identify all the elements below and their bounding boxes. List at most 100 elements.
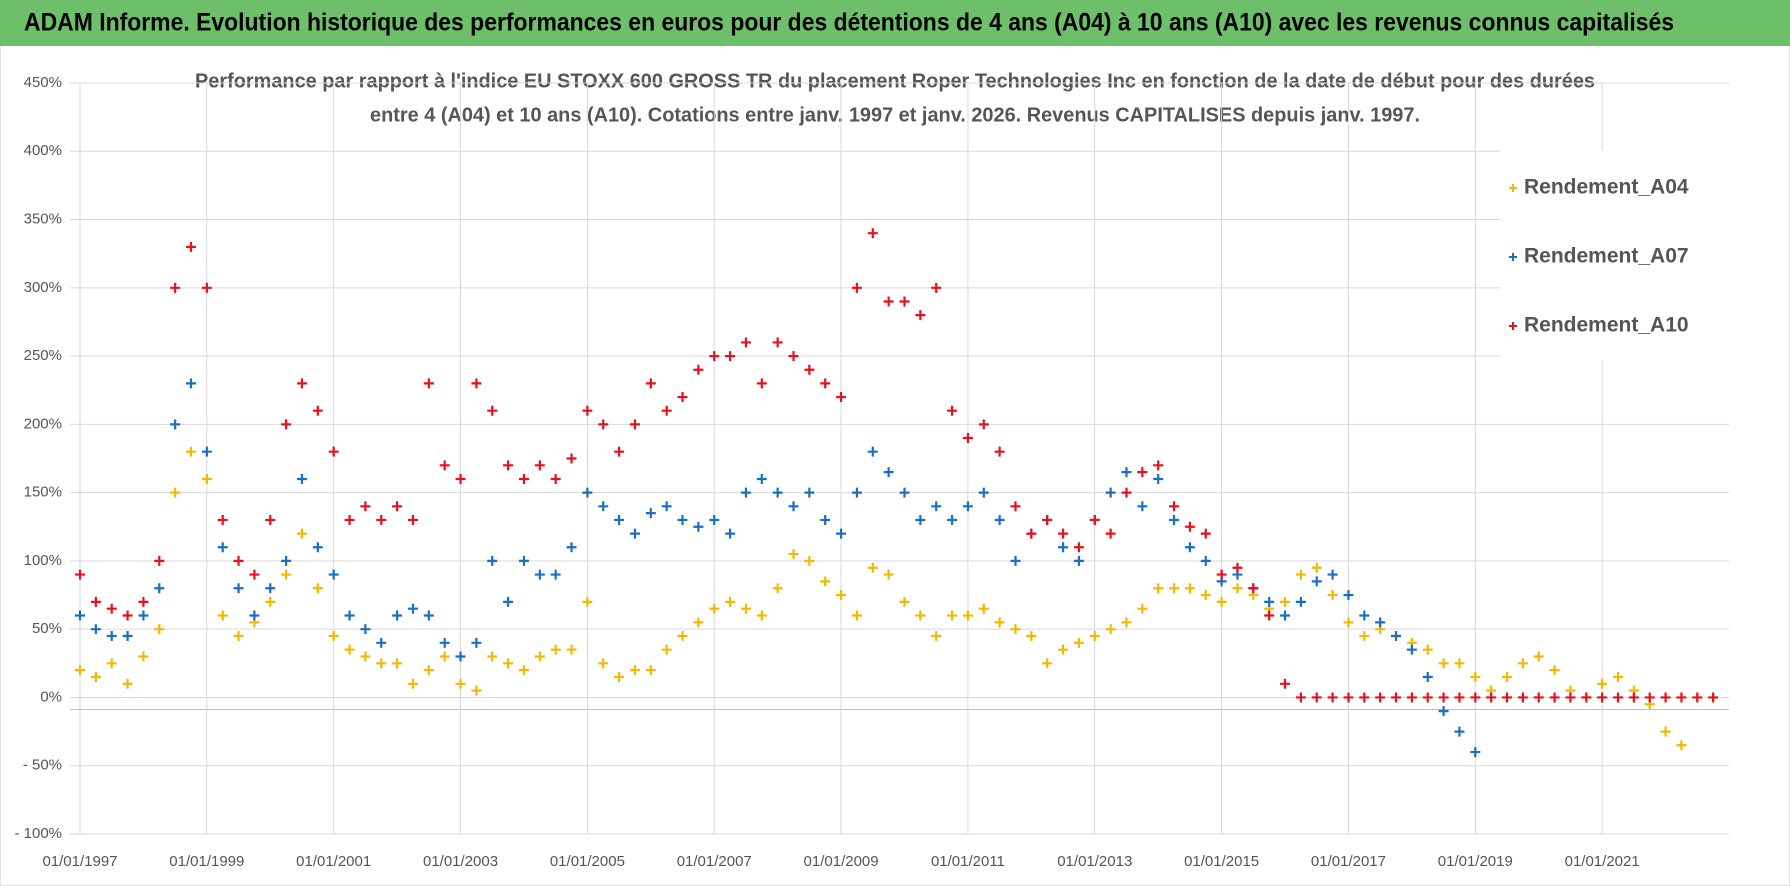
x-tick-label: 01/01/2011 (931, 853, 1005, 870)
data-point (836, 528, 847, 539)
data-point (328, 631, 339, 642)
data-point (534, 651, 545, 662)
y-tick-label: 0% (40, 688, 62, 705)
data-point (962, 610, 973, 621)
data-point (1375, 692, 1386, 703)
data-point (1597, 692, 1608, 703)
data-point (1105, 624, 1116, 635)
x-tick-label: 01/01/2019 (1438, 853, 1513, 870)
data-point (725, 351, 736, 362)
legend: Rendement_A04 Rendement_A07 Rendement_A10 (1500, 150, 1730, 360)
data-point (185, 378, 196, 389)
x-tick-label: 01/01/2007 (677, 853, 752, 870)
data-point (360, 624, 371, 635)
data-point (1406, 644, 1417, 655)
data-point (693, 521, 704, 532)
y-tick-label: 300% (24, 279, 62, 296)
data-point (170, 487, 181, 498)
data-point (867, 446, 878, 457)
data-point (883, 569, 894, 580)
data-point (598, 501, 609, 512)
data-point (1264, 610, 1275, 621)
data-point (1343, 617, 1354, 628)
data-point (962, 433, 973, 444)
data-point (1089, 514, 1100, 525)
data-point (772, 583, 783, 594)
data-point (344, 514, 355, 525)
data-point (978, 419, 989, 430)
data-point (407, 678, 418, 689)
data-point (1248, 583, 1259, 594)
data-point (566, 542, 577, 553)
data-point (566, 644, 577, 655)
data-point (518, 473, 529, 484)
data-point (75, 610, 85, 621)
data-point (915, 310, 926, 321)
y-tick-label: - 50% (23, 757, 62, 774)
data-point (1058, 644, 1069, 655)
data-point (1169, 501, 1180, 512)
data-point (1343, 590, 1354, 601)
data-point (1660, 726, 1671, 737)
data-point (582, 596, 593, 607)
data-point (487, 405, 498, 416)
data-point (1391, 631, 1402, 642)
data-point (1486, 692, 1497, 703)
data-point (1391, 692, 1402, 703)
data-point (1153, 583, 1164, 594)
data-point (645, 508, 656, 519)
data-point (772, 337, 783, 348)
data-point (709, 514, 720, 525)
data-point (1232, 562, 1243, 573)
data-point (233, 583, 244, 594)
data-point (281, 555, 292, 566)
data-point (709, 603, 720, 614)
data-point (978, 603, 989, 614)
data-point (201, 282, 212, 293)
data-point (851, 282, 862, 293)
data-point (90, 624, 101, 635)
data-point (1470, 671, 1481, 682)
data-point (392, 501, 403, 512)
legend-marker (1509, 322, 1517, 330)
data-point (265, 583, 276, 594)
y-tick-label: 100% (24, 552, 62, 569)
chart-subtitle: entre 4 (A04) et 10 ans (A10). Cotations… (370, 104, 1420, 126)
legend-box (1500, 150, 1730, 360)
data-point (1153, 473, 1164, 484)
data-point (1533, 651, 1544, 662)
data-point (360, 501, 371, 512)
data-point (1121, 467, 1132, 478)
data-point (487, 555, 498, 566)
y-tick-label: 200% (24, 415, 62, 432)
data-point (1692, 692, 1703, 703)
data-point (931, 501, 942, 512)
data-point (883, 467, 894, 478)
data-point (1010, 624, 1021, 635)
legend-marker (1509, 253, 1517, 261)
header-bar (0, 0, 1790, 46)
data-point (154, 624, 165, 635)
data-point (804, 487, 815, 498)
data-point (518, 665, 529, 676)
data-point (804, 364, 815, 375)
data-point (1533, 692, 1544, 703)
data-point (312, 583, 323, 594)
data-point (962, 501, 973, 512)
data-point (376, 514, 387, 525)
data-point (740, 487, 751, 498)
data-point (1628, 692, 1639, 703)
data-point (1295, 692, 1306, 703)
data-point (582, 405, 593, 416)
data-point (1359, 631, 1370, 642)
data-point (1137, 603, 1148, 614)
data-point (1184, 583, 1195, 594)
data-point (407, 514, 418, 525)
data-point (1010, 501, 1021, 512)
data-point (1137, 467, 1148, 478)
data-point (582, 487, 593, 498)
data-point (296, 378, 307, 389)
data-point (249, 569, 260, 580)
data-point (170, 419, 181, 430)
data-point (851, 487, 862, 498)
